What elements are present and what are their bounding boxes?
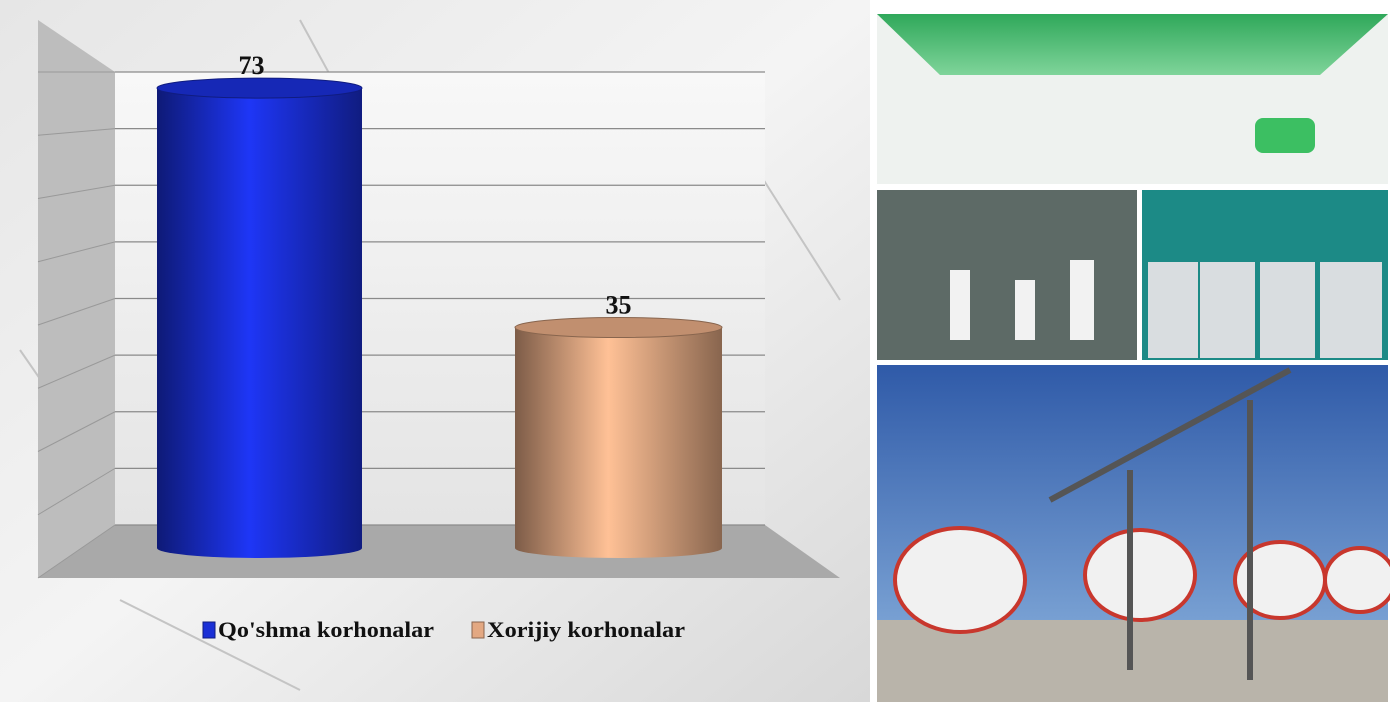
photo-pipes (1048, 367, 1292, 680)
bar (515, 327, 722, 558)
bar (157, 88, 362, 558)
bar-top (156, 77, 363, 99)
side-grid-line (37, 524, 116, 579)
legend-label: Xorijiy korhonalar (487, 617, 685, 642)
photo-tank-shapes (893, 526, 1390, 634)
side-grid-line (37, 354, 116, 389)
legend-label: Qo'shma korhonalar (218, 617, 434, 642)
chart-area: 73 35 Qo'shma korhonalar Xorijiy korhonala… (0, 0, 870, 702)
side-grid-line (37, 241, 116, 263)
value-label: 73 (239, 51, 265, 80)
photo-phone (1015, 280, 1035, 340)
photo-ceiling (877, 14, 1388, 75)
legend-swatch (202, 621, 216, 639)
side-grid-line (37, 411, 116, 452)
side-grid-line (37, 467, 116, 516)
photo-sign (1255, 118, 1315, 153)
side-grid-line (37, 184, 116, 199)
photo-phone (950, 270, 970, 340)
photo-display (877, 190, 1137, 360)
photos (877, 14, 1390, 702)
bar-top (514, 317, 723, 338)
side-grid-line (37, 128, 116, 136)
legend-swatch (471, 621, 485, 639)
photo-phone (1070, 260, 1094, 340)
side-grid-line (37, 298, 116, 326)
value-label: 35 (606, 290, 632, 319)
photo-washer-units (1148, 262, 1382, 358)
side-wall (38, 20, 115, 578)
